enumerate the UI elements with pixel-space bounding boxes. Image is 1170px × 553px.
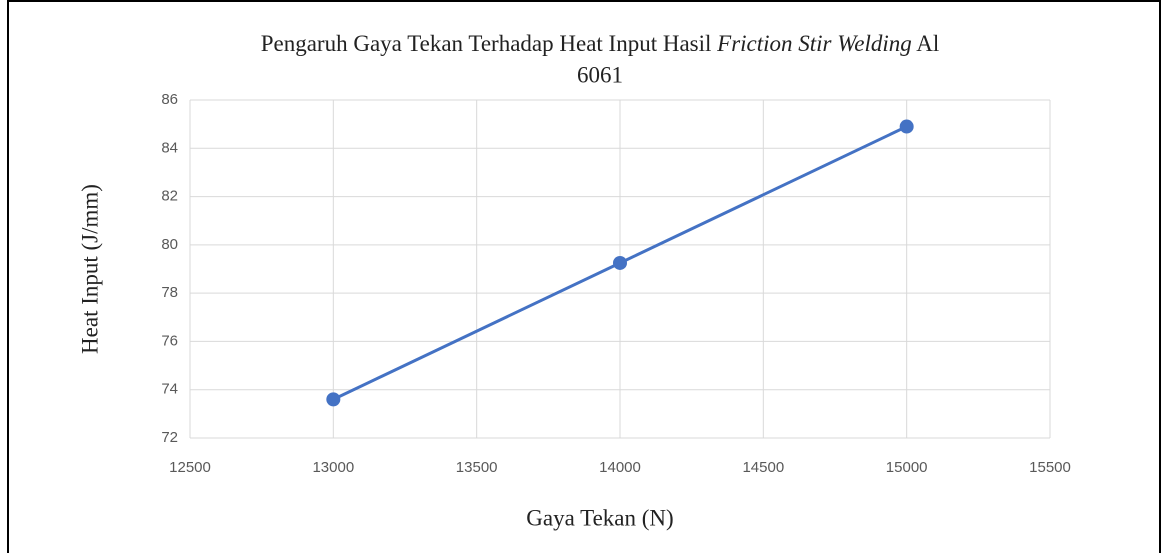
x-tick-label: 14000: [599, 459, 641, 476]
x-tick-label: 12500: [169, 459, 211, 476]
title-part: Al: [916, 31, 939, 56]
marker: [899, 119, 914, 134]
chart-title: 6061: [577, 62, 623, 87]
x-tick-label: 15000: [886, 459, 928, 476]
y-tick-label: 82: [161, 188, 178, 205]
frame: [7, 0, 1161, 553]
x-tick-label: 13500: [456, 459, 498, 476]
y-tick-label: 72: [161, 429, 178, 446]
y-tick-label: 76: [161, 332, 178, 349]
title-part: Friction Stir Welding: [716, 31, 912, 56]
y-axis-label: Heat Input (J/mm): [77, 184, 102, 354]
y-tick-label: 80: [161, 236, 178, 253]
y-tick-label: 78: [161, 284, 178, 301]
marker: [613, 255, 627, 270]
y-tick-label: 84: [161, 139, 178, 156]
marker: [326, 392, 341, 407]
x-tick-label: 15500: [1029, 459, 1071, 476]
x-tick-label: 14500: [742, 459, 784, 476]
chart-title: Pengaruh Gaya Tekan Terhadap Heat Input …: [261, 31, 940, 56]
y-tick-label: 86: [161, 91, 178, 108]
x-tick-label: 13000: [312, 459, 354, 476]
y-tick-label: 74: [161, 381, 178, 398]
title-part: Pengaruh Gaya Tekan Terhadap Heat Input …: [261, 31, 712, 56]
x-axis-label: Gaya Tekan (N): [526, 505, 673, 530]
